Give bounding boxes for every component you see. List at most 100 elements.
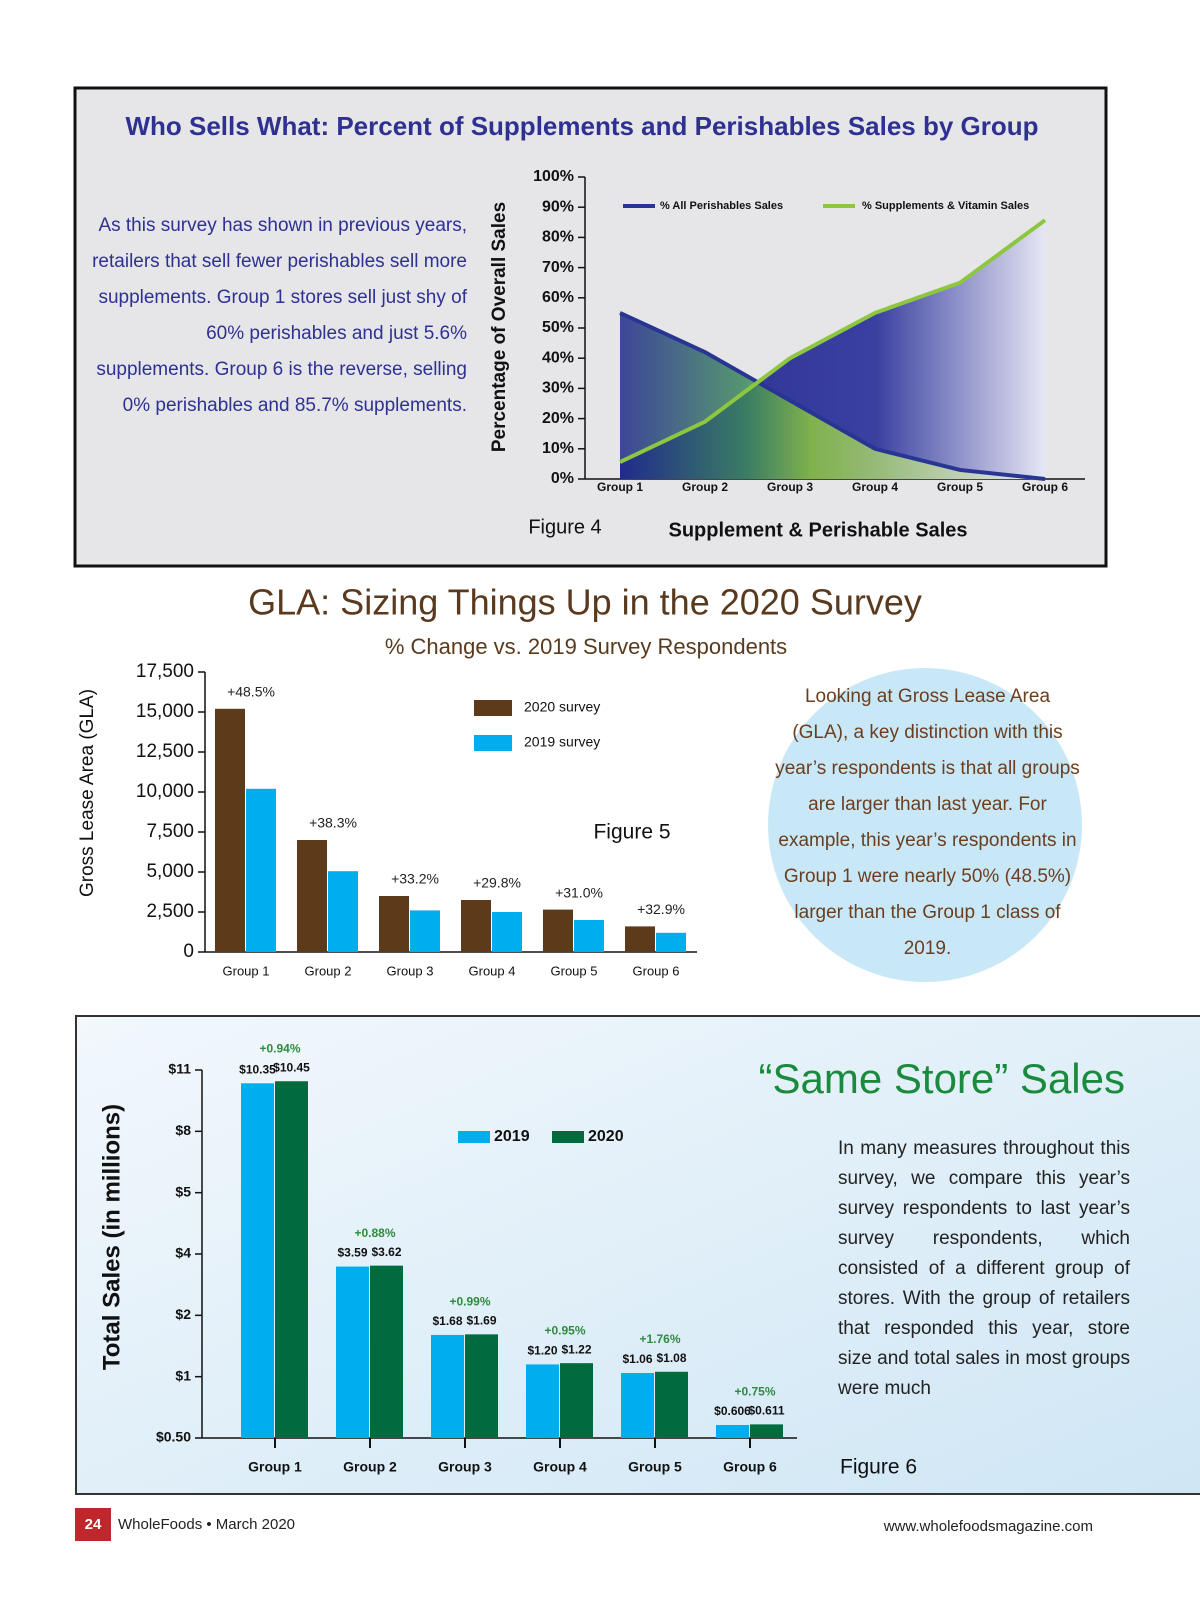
- annotation: +33.2%: [391, 871, 439, 887]
- y-axis-title: Total Sales (in millions): [98, 1104, 125, 1370]
- bar: [431, 1334, 464, 1438]
- paragraph: Looking at Gross Lease Area (GLA), a key…: [775, 686, 1080, 959]
- area: [620, 312, 1045, 479]
- y-tick-label: 100%: [533, 168, 574, 185]
- y-tick-label: 80%: [542, 229, 574, 246]
- x-tick-label: Group 5: [628, 1459, 682, 1475]
- paragraph: As this survey has shown in previous yea…: [92, 215, 467, 416]
- legend-label: % All Perishables Sales: [660, 200, 783, 212]
- y-tick-label: $11: [168, 1061, 191, 1077]
- value-label: $1.06: [622, 1352, 652, 1366]
- bar: [492, 912, 522, 952]
- value-label: $3.62: [371, 1245, 401, 1259]
- y-tick-label: $2: [175, 1306, 191, 1322]
- bar: [370, 1265, 403, 1438]
- y-tick-label: 15,000: [136, 701, 194, 722]
- bar: [625, 926, 655, 952]
- bar: [379, 896, 409, 952]
- annotation: +0.75%: [734, 1385, 775, 1399]
- chart-title: Who Sells What: Percent of Supplements a…: [125, 111, 1038, 141]
- y-tick-label: 40%: [542, 349, 574, 366]
- x-tick-label: Group 6: [633, 963, 680, 978]
- value-label: $1.69: [466, 1314, 496, 1328]
- y-tick-label: 0: [183, 941, 194, 962]
- text-bubble: [768, 668, 1082, 982]
- bar: [410, 910, 440, 952]
- value-label: $1.22: [561, 1342, 591, 1356]
- x-tick-label: Group 6: [723, 1459, 777, 1475]
- annotation: +31.0%: [555, 884, 603, 900]
- bar: [656, 932, 686, 952]
- bar: [297, 840, 327, 952]
- bar: [275, 1081, 308, 1438]
- y-tick-label: $4: [175, 1245, 191, 1261]
- x-tick-label: Group 2: [305, 963, 352, 978]
- bar: [543, 909, 573, 952]
- y-tick-label: 30%: [542, 380, 574, 397]
- y-tick-label: 0%: [551, 470, 574, 487]
- legend-swatch: [474, 700, 512, 716]
- value-label: $0.611: [748, 1404, 784, 1418]
- page-number-box: [75, 1508, 111, 1541]
- y-tick-label: 17,500: [136, 661, 194, 682]
- x-tick-label: Group 6: [1022, 480, 1068, 494]
- line: [619, 218, 1047, 464]
- bar: [750, 1424, 783, 1438]
- x-tick-label: Group 1: [223, 963, 270, 978]
- value-label: $1.68: [432, 1314, 462, 1328]
- x-tick-label: Group 1: [248, 1459, 302, 1475]
- bar: [574, 920, 604, 952]
- y-tick-label: 90%: [542, 198, 574, 215]
- legend-label: 2019: [494, 1128, 530, 1145]
- y-tick-label: 7,500: [146, 821, 194, 842]
- bar: [246, 788, 276, 952]
- legend-swatch: [552, 1131, 584, 1143]
- y-tick-label: $8: [175, 1122, 191, 1138]
- legend-swatch: [474, 735, 512, 751]
- y-tick-label: 10,000: [136, 781, 194, 802]
- y-tick-label: 2,500: [146, 901, 194, 922]
- bar: [655, 1371, 688, 1438]
- annotation: +29.8%: [473, 875, 521, 891]
- publication: WholeFoods • March 2020: [118, 1516, 295, 1533]
- figure-label: Figure 5: [593, 821, 670, 844]
- paragraph: In many measures throughout this survey,…: [838, 1138, 1130, 1399]
- line: [619, 311, 1046, 481]
- bar: [716, 1424, 749, 1438]
- x-axis-title: Supplement & Perishable Sales: [669, 519, 968, 541]
- x-tick-label: Group 3: [387, 963, 434, 978]
- y-tick-label: 20%: [542, 410, 574, 427]
- y-tick-label: 50%: [542, 319, 574, 336]
- url: www.wholefoodsmagazine.com: [883, 1518, 1093, 1535]
- legend-label: 2020: [588, 1128, 624, 1145]
- bar: [621, 1372, 654, 1438]
- bar: [560, 1363, 593, 1438]
- annotation: +48.5%: [227, 684, 275, 700]
- figure-label: Figure 6: [840, 1456, 917, 1479]
- page-number: 24: [85, 1516, 102, 1533]
- bar: [465, 1334, 498, 1438]
- legend-label: 2020 survey: [524, 699, 600, 715]
- legend-label: % Supplements & Vitamin Sales: [862, 200, 1029, 212]
- x-tick-label: Group 2: [682, 480, 728, 494]
- y-tick-label: 70%: [542, 259, 574, 276]
- x-tick-label: Group 4: [533, 1459, 587, 1475]
- x-tick-label: Group 1: [597, 480, 643, 494]
- x-tick-label: Group 4: [469, 963, 516, 978]
- bar: [241, 1083, 274, 1438]
- y-tick-label: 60%: [542, 289, 574, 306]
- value-label: $3.59: [337, 1246, 367, 1260]
- y-tick-label: $1: [175, 1367, 191, 1383]
- x-tick-label: Group 4: [852, 480, 898, 494]
- x-tick-label: Group 2: [343, 1459, 397, 1475]
- x-tick-label: Group 5: [551, 963, 598, 978]
- annotation: +1.76%: [639, 1332, 680, 1346]
- value-label: $10.45: [273, 1060, 310, 1074]
- y-tick-label: 5,000: [146, 861, 194, 882]
- x-tick-label: Group 3: [767, 480, 813, 494]
- annotation: +0.94%: [259, 1041, 300, 1055]
- value-label: $1.20: [527, 1344, 557, 1358]
- bar: [328, 871, 358, 952]
